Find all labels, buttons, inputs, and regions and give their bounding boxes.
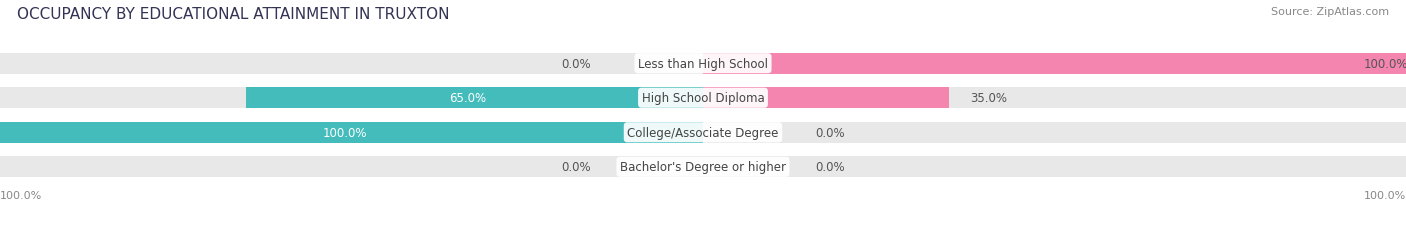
Text: 100.0%: 100.0% — [1364, 58, 1406, 70]
Text: 0.0%: 0.0% — [561, 161, 591, 173]
Text: 0.0%: 0.0% — [815, 161, 845, 173]
Text: College/Associate Degree: College/Associate Degree — [627, 126, 779, 139]
Bar — [703, 88, 949, 109]
Text: 65.0%: 65.0% — [449, 92, 486, 105]
Bar — [246, 88, 703, 109]
Text: 0.0%: 0.0% — [815, 126, 845, 139]
Text: Source: ZipAtlas.com: Source: ZipAtlas.com — [1271, 7, 1389, 17]
Text: 35.0%: 35.0% — [970, 92, 1007, 105]
Bar — [0, 122, 1406, 143]
Text: 0.0%: 0.0% — [561, 58, 591, 70]
Text: 100.0%: 100.0% — [1364, 190, 1406, 201]
Text: Less than High School: Less than High School — [638, 58, 768, 70]
Text: High School Diploma: High School Diploma — [641, 92, 765, 105]
Text: 100.0%: 100.0% — [322, 126, 367, 139]
Text: 100.0%: 100.0% — [0, 190, 42, 201]
Text: OCCUPANCY BY EDUCATIONAL ATTAINMENT IN TRUXTON: OCCUPANCY BY EDUCATIONAL ATTAINMENT IN T… — [17, 7, 450, 22]
Bar — [0, 88, 1406, 109]
Bar — [0, 122, 703, 143]
Bar — [703, 53, 1406, 75]
Bar — [0, 53, 1406, 75]
Bar — [0, 156, 1406, 178]
Text: Bachelor's Degree or higher: Bachelor's Degree or higher — [620, 161, 786, 173]
